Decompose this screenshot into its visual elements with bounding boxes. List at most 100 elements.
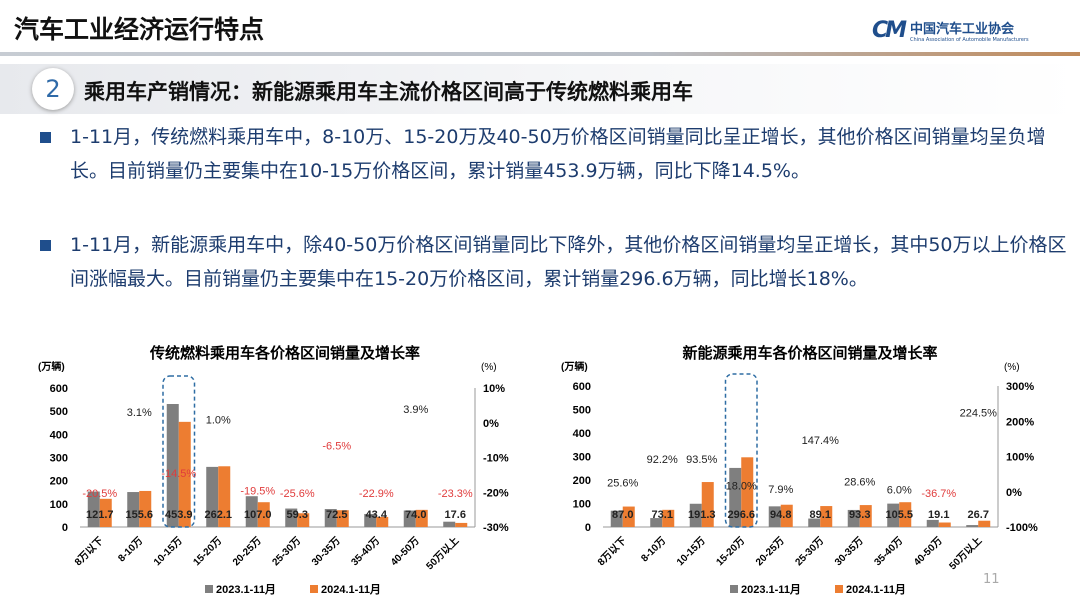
highlight-box bbox=[162, 375, 196, 528]
y2-axis-unit: (%) bbox=[481, 362, 497, 373]
bar-value-label: 94.8 bbox=[770, 509, 791, 521]
bar-value-label: 74.0 bbox=[405, 509, 426, 521]
bar-2024 bbox=[336, 510, 349, 527]
bar-value-label: 89.1 bbox=[810, 509, 831, 521]
growth-rate-label: -14.5% bbox=[161, 468, 196, 480]
x-tick-label: 50万以上 bbox=[946, 534, 984, 572]
x-tick-label: 8万以下 bbox=[72, 535, 106, 569]
bar-2024 bbox=[978, 520, 991, 527]
bar-2023 bbox=[127, 492, 140, 527]
bar-2024 bbox=[415, 509, 428, 527]
bullet-square-icon bbox=[40, 240, 51, 251]
bar-2023 bbox=[847, 509, 860, 527]
x-tick-label: 20-25万 bbox=[230, 535, 264, 569]
y2-tick-label: -10% bbox=[483, 453, 509, 465]
bar-2024 bbox=[899, 502, 912, 527]
bar-2024 bbox=[701, 482, 714, 527]
x-tick-label: 25-30万 bbox=[270, 535, 304, 569]
x-tick-label: 8-10万 bbox=[116, 535, 146, 565]
legend-label-2024: 2024.1-11月 bbox=[846, 583, 906, 596]
y-tick-label: 400 bbox=[573, 428, 591, 440]
x-tick-label: 50万以上 bbox=[423, 534, 461, 572]
bar-value-label: 87.0 bbox=[612, 509, 633, 521]
bar-2023 bbox=[166, 404, 179, 527]
growth-rate-label: -25.6% bbox=[280, 488, 315, 500]
x-tick-label: 15-20万 bbox=[191, 535, 225, 569]
x-tick-label: 30-35万 bbox=[832, 535, 866, 569]
logo-cn-text: 中国汽车工业协会 bbox=[910, 22, 1015, 37]
y-tick-label: 400 bbox=[50, 429, 68, 441]
x-tick-label: 40-50万 bbox=[911, 535, 945, 569]
bar-2024 bbox=[938, 522, 951, 527]
y2-tick-label: 300% bbox=[1006, 381, 1034, 393]
growth-rate-label: 147.4% bbox=[802, 435, 840, 447]
bar-2023 bbox=[245, 496, 258, 527]
bar-2024 bbox=[376, 516, 389, 527]
growth-rate-label: 224.5% bbox=[960, 408, 998, 420]
y-tick-label: 300 bbox=[50, 453, 68, 465]
logo-en-text: China Association of Automobile Manufact… bbox=[910, 37, 1029, 43]
bar-value-label: 43.4 bbox=[366, 509, 388, 521]
page-title: 汽车工业经济运行特点 bbox=[14, 15, 265, 44]
bar-2024 bbox=[139, 490, 152, 527]
growth-rate-label: -22.9% bbox=[359, 488, 394, 500]
bullet-item: 1-11月，新能源乘用车中，除40-50万价格区间销量同比下降外，其他价格区间销… bbox=[40, 228, 1070, 296]
bar-2024 bbox=[178, 421, 191, 527]
growth-rate-label: 7.9% bbox=[768, 484, 793, 496]
page-number: 11 bbox=[983, 572, 1000, 587]
x-tick-label: 30-35万 bbox=[309, 535, 343, 569]
bar-2023 bbox=[768, 506, 781, 527]
y-tick-label: 0 bbox=[62, 522, 68, 534]
y-axis-unit: (万辆) bbox=[561, 360, 588, 373]
growth-rate-label: 3.9% bbox=[403, 404, 428, 416]
growth-rate-label: -20.5% bbox=[82, 488, 117, 500]
bar-2024 bbox=[662, 509, 675, 527]
y-tick-label: 200 bbox=[50, 476, 68, 488]
bar-2024 bbox=[820, 506, 833, 527]
growth-rate-label: 28.6% bbox=[844, 477, 875, 489]
bar-2024 bbox=[99, 498, 112, 527]
header-divider bbox=[0, 52, 1080, 56]
bar-2024 bbox=[297, 513, 310, 527]
growth-rate-label: 18.0% bbox=[726, 480, 757, 492]
cm-logo-icon: CM bbox=[872, 18, 907, 43]
legend-label-2023: 2023.1-11月 bbox=[741, 583, 801, 596]
bar-2024 bbox=[741, 457, 754, 527]
bar-2023 bbox=[887, 503, 900, 527]
y-tick-label: 500 bbox=[50, 406, 68, 418]
x-tick-label: 10-15万 bbox=[674, 535, 708, 569]
x-tick-label: 20-25万 bbox=[753, 535, 787, 569]
bar-2024 bbox=[257, 502, 270, 527]
y2-tick-label: -30% bbox=[483, 522, 509, 534]
bar-value-label: 155.6 bbox=[125, 509, 153, 521]
section-band bbox=[0, 64, 1080, 114]
bar-2024 bbox=[622, 506, 635, 527]
bar-value-label: 453.9 bbox=[165, 509, 193, 521]
growth-rate-label: -19.5% bbox=[240, 486, 275, 498]
bar-value-label: 262.1 bbox=[204, 509, 232, 521]
x-tick-label: 25-30万 bbox=[793, 535, 827, 569]
bar-2023 bbox=[87, 491, 100, 527]
growth-rate-label: 1.0% bbox=[206, 414, 231, 426]
y2-tick-label: 200% bbox=[1006, 416, 1034, 428]
x-tick-label: 8万以下 bbox=[595, 535, 629, 569]
legend-swatch-2023 bbox=[730, 585, 738, 593]
legend-label-2024: 2024.1-11月 bbox=[321, 583, 381, 596]
highlight-box bbox=[724, 373, 758, 528]
x-tick-label: 35-40万 bbox=[349, 535, 383, 569]
x-tick-label: 40-50万 bbox=[388, 535, 422, 569]
bar-value-label: 72.5 bbox=[326, 509, 347, 521]
x-tick-label: 10-15万 bbox=[151, 535, 185, 569]
legend-label-2023: 2023.1-11月 bbox=[216, 583, 276, 596]
caam-logo: CM 中国汽车工业协会 China Association of Automob… bbox=[872, 18, 1029, 43]
bar-2023 bbox=[443, 521, 456, 527]
growth-rate-label: -36.7% bbox=[921, 488, 956, 500]
bar-value-label: 107.0 bbox=[244, 509, 272, 521]
bar-value-label: 93.3 bbox=[849, 509, 870, 521]
y2-axis-unit: (%) bbox=[1004, 362, 1020, 373]
bar-value-label: 191.3 bbox=[688, 509, 716, 521]
growth-rate-label: 6.0% bbox=[887, 485, 912, 497]
section-title: 乘用车产销情况：新能源乘用车主流价格区间高于传统燃料乘用车 bbox=[84, 80, 693, 104]
y-axis-unit: (万辆) bbox=[38, 360, 65, 373]
legend-swatch-2024 bbox=[310, 585, 318, 593]
